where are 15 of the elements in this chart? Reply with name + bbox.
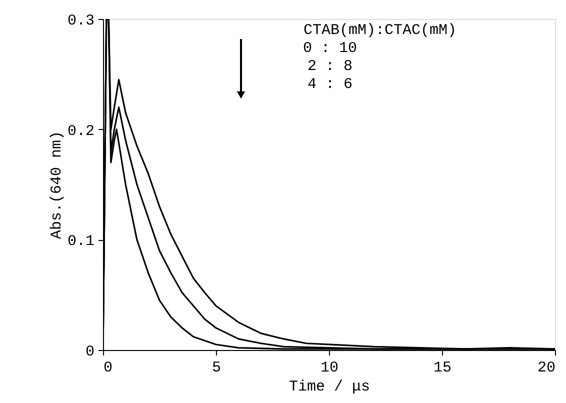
x-axis-title: Time / μs bbox=[288, 378, 370, 396]
y-tick-label: 0.2 bbox=[67, 122, 94, 140]
annotation: CTAB(mM):CTAC(mM) bbox=[303, 22, 457, 39]
annotation: 0 : 10 bbox=[302, 40, 358, 57]
y-axis-title: Abs.(640 nm) bbox=[48, 130, 66, 240]
annotation: 4 : 6 bbox=[307, 76, 353, 93]
x-tick-label: 0 bbox=[104, 360, 113, 376]
y-tick-label: 0.1 bbox=[67, 233, 94, 250]
x-tick-label: 10 bbox=[320, 360, 339, 376]
x-tick-label: 5 bbox=[212, 360, 222, 376]
annotation: 2 : 8 bbox=[307, 58, 353, 75]
y-tick-label: 0.3 bbox=[67, 12, 94, 30]
y-tick-label: 0 bbox=[85, 344, 94, 360]
x-tick-label: 15 bbox=[433, 360, 452, 376]
x-tick-label: 20 bbox=[537, 360, 556, 376]
